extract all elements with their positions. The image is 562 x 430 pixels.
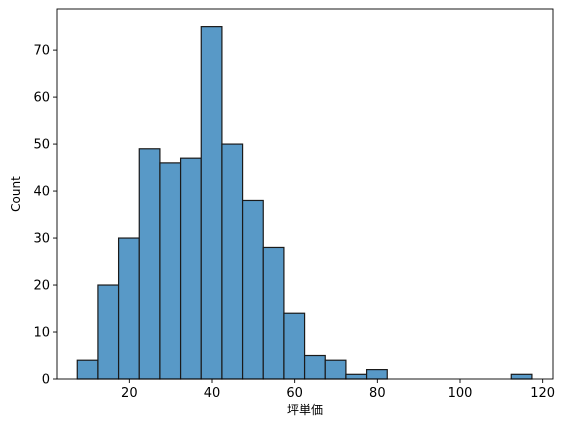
x-tick-label: 100 [448, 386, 473, 401]
y-tick-label: 70 [33, 44, 50, 59]
x-axis-ticks: 20 40 60 80 100 120 [121, 379, 555, 401]
y-tick-label: 30 [33, 232, 50, 247]
histogram-bar-2 [117, 237, 140, 380]
y-tick-label: 50 [33, 138, 50, 153]
y-axis-ticks: 0 10 20 30 40 50 60 70 [33, 44, 57, 388]
x-axis-label: 坪単価 [287, 403, 323, 417]
y-tick-label: 40 [33, 185, 50, 200]
histogram-bar-8 [241, 199, 264, 380]
bars-group [76, 26, 533, 380]
histogram-bar-12 [324, 359, 347, 380]
histogram-bar-13 [345, 373, 368, 380]
y-tick-label: 20 [33, 279, 50, 294]
x-tick-label: 80 [369, 386, 386, 401]
histogram-bar-4 [159, 162, 182, 380]
plot-frame [56, 8, 554, 380]
histogram-bar-1 [97, 284, 120, 380]
histogram-bar-6 [200, 26, 223, 380]
histogram-bar-11 [303, 354, 326, 380]
histogram-bar-14 [365, 369, 388, 380]
x-tick-label: 40 [204, 386, 221, 401]
x-tick-label: 120 [530, 386, 555, 401]
x-tick-label: 20 [121, 386, 138, 401]
y-axis-label: Count [9, 176, 23, 212]
histogram-bar-5 [179, 157, 202, 380]
y-tick-label: 0 [42, 373, 50, 388]
histogram-bar-3 [138, 148, 161, 380]
histogram-bar-15 [510, 373, 533, 380]
histogram-bar-10 [283, 312, 306, 380]
histogram-bar-7 [221, 143, 244, 380]
histogram-bar-9 [262, 246, 285, 380]
y-tick-label: 10 [33, 326, 50, 341]
x-tick-label: 60 [286, 386, 303, 401]
histogram-bar-0 [76, 359, 99, 380]
y-tick-label: 60 [33, 91, 50, 106]
